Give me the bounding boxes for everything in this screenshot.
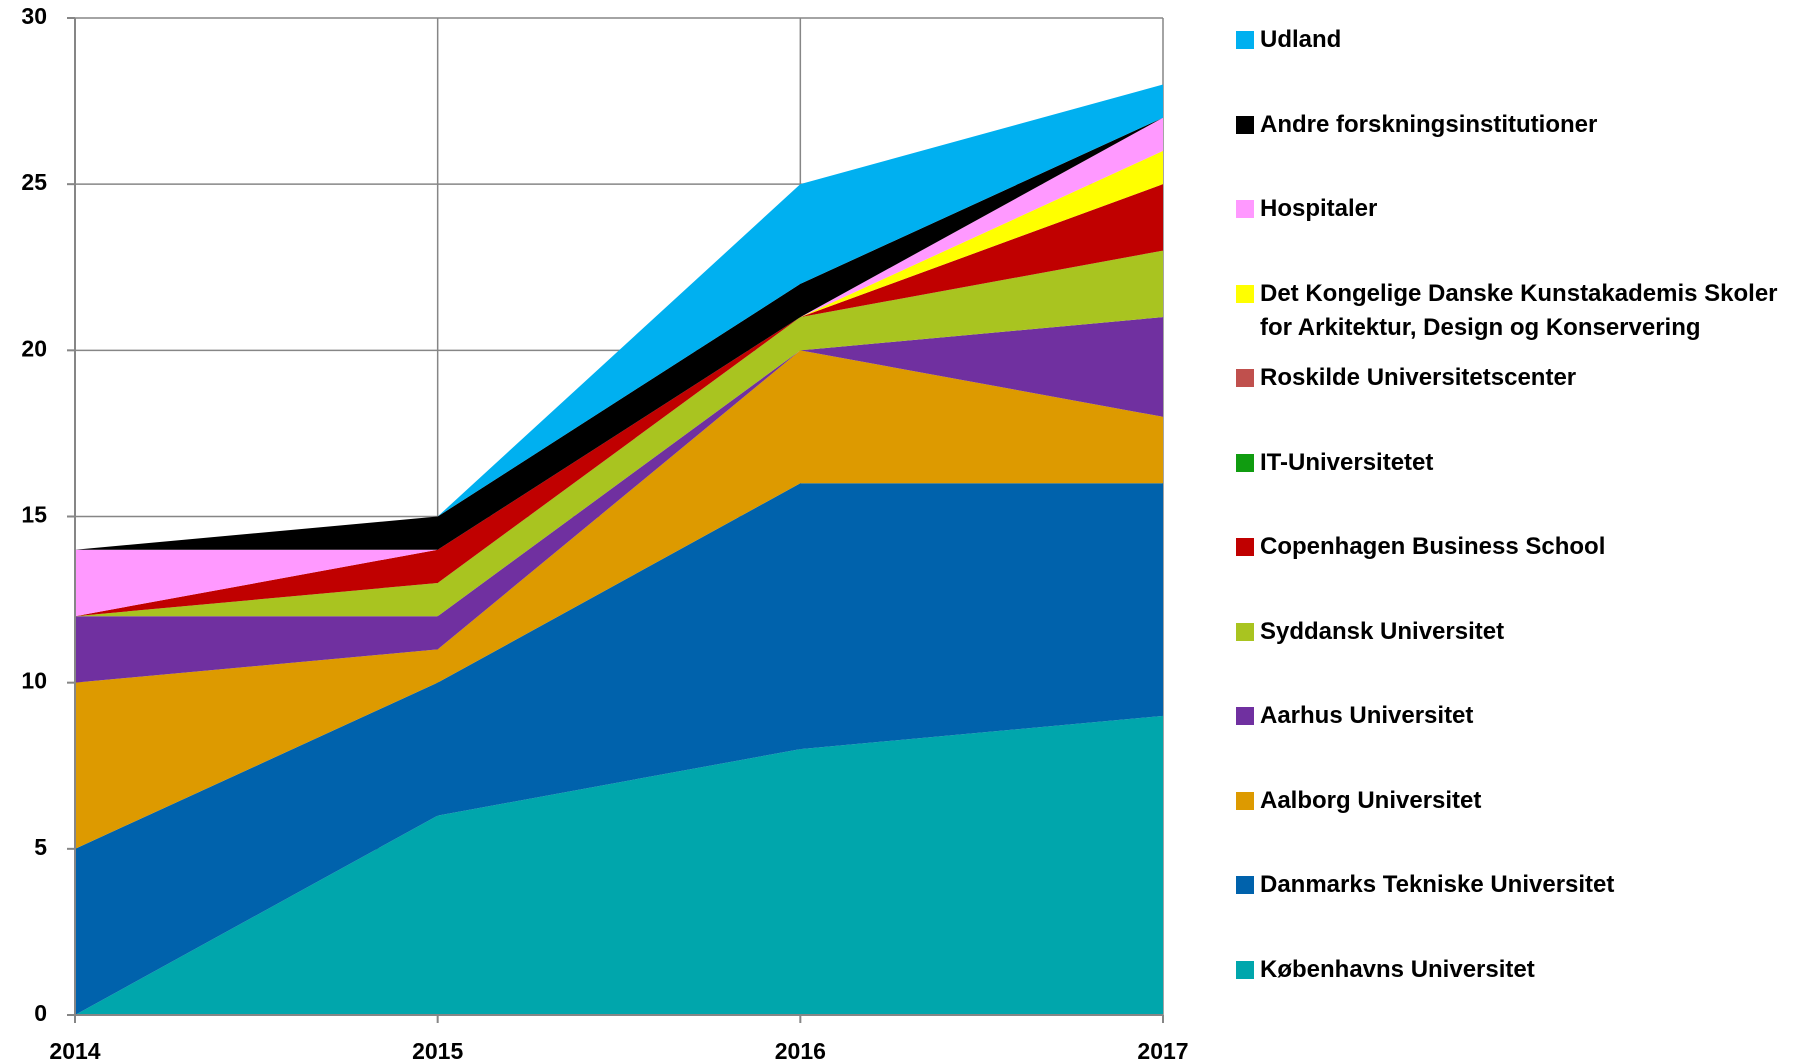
y-tick-label: 15 (21, 502, 47, 528)
legend-item: Hospitaler (1236, 192, 1796, 226)
legend-swatch (1236, 31, 1254, 49)
legend-label: Andre forskningsinstitutioner (1260, 110, 1598, 138)
legend-item: Udland (1236, 23, 1796, 57)
legend-swatch (1236, 538, 1254, 556)
y-tick-label: 30 (21, 3, 47, 29)
area (75, 483, 1163, 1015)
y-tick-label: 0 (34, 1000, 47, 1026)
y-tick-label: 25 (21, 169, 47, 195)
legend-item: Andre forskningsinstitutioner (1236, 108, 1796, 142)
legend-item: Copenhagen Business School (1236, 530, 1796, 564)
legend-label: Roskilde Universitetscenter (1260, 364, 1577, 391)
legend-item: Roskilde Universitetscenter (1236, 361, 1796, 395)
legend-item: Danmarks Tekniske Universitet (1236, 868, 1796, 902)
legend-label: Aalborg Universitet (1260, 786, 1482, 814)
legend-label: Udland (1260, 26, 1342, 53)
legend-label: Copenhagen Business School (1260, 533, 1606, 560)
legend-label: Aarhus Universitet (1260, 702, 1474, 729)
legend-label: Det Kongelige Danske Kunstakademis Skole… (1260, 279, 1778, 341)
legend-label: Københavns Universitet (1260, 955, 1535, 983)
x-tick-label: 2015 (412, 1038, 463, 1064)
area (75, 350, 1163, 849)
x-tick-label: 2016 (775, 1038, 826, 1064)
legend-swatch (1236, 284, 1254, 303)
legend-item: Det Kongelige Danske Kunstakademis Skole… (1236, 277, 1796, 345)
legend-label: Syddansk Universitet (1260, 617, 1505, 645)
legend-item: Syddansk Universitet (1236, 615, 1796, 649)
legend-swatch (1236, 200, 1254, 218)
legend-swatch (1236, 453, 1254, 472)
area (75, 317, 1163, 683)
area (75, 117, 1163, 617)
legend-swatch (1236, 960, 1254, 979)
area (75, 84, 1163, 550)
legend-swatch (1236, 622, 1254, 641)
legend-label: Hospitaler (1260, 195, 1378, 222)
legend-item: Københavns Universitet (1236, 953, 1796, 987)
legend-item: Aalborg Universitet (1236, 784, 1796, 818)
x-tick-label: 2014 (49, 1038, 100, 1064)
y-tick-label: 20 (21, 335, 47, 361)
legend-item: IT-Universitetet (1236, 446, 1796, 480)
legend-label: IT-Universitetet (1260, 448, 1434, 476)
y-tick-label: 10 (21, 668, 47, 694)
area (75, 715, 1163, 1015)
legend-swatch (1236, 369, 1254, 387)
legend-label: Danmarks Tekniske Universitet (1260, 871, 1615, 898)
legend-swatch (1236, 791, 1254, 810)
legend-swatch (1236, 115, 1254, 134)
area (75, 250, 1163, 617)
legend-item: Aarhus Universitet (1236, 699, 1796, 733)
area (75, 184, 1163, 617)
legend-swatch (1236, 876, 1254, 894)
y-tick-label: 5 (34, 834, 47, 860)
x-tick-label: 2017 (1137, 1038, 1188, 1064)
legend-swatch (1236, 707, 1254, 725)
